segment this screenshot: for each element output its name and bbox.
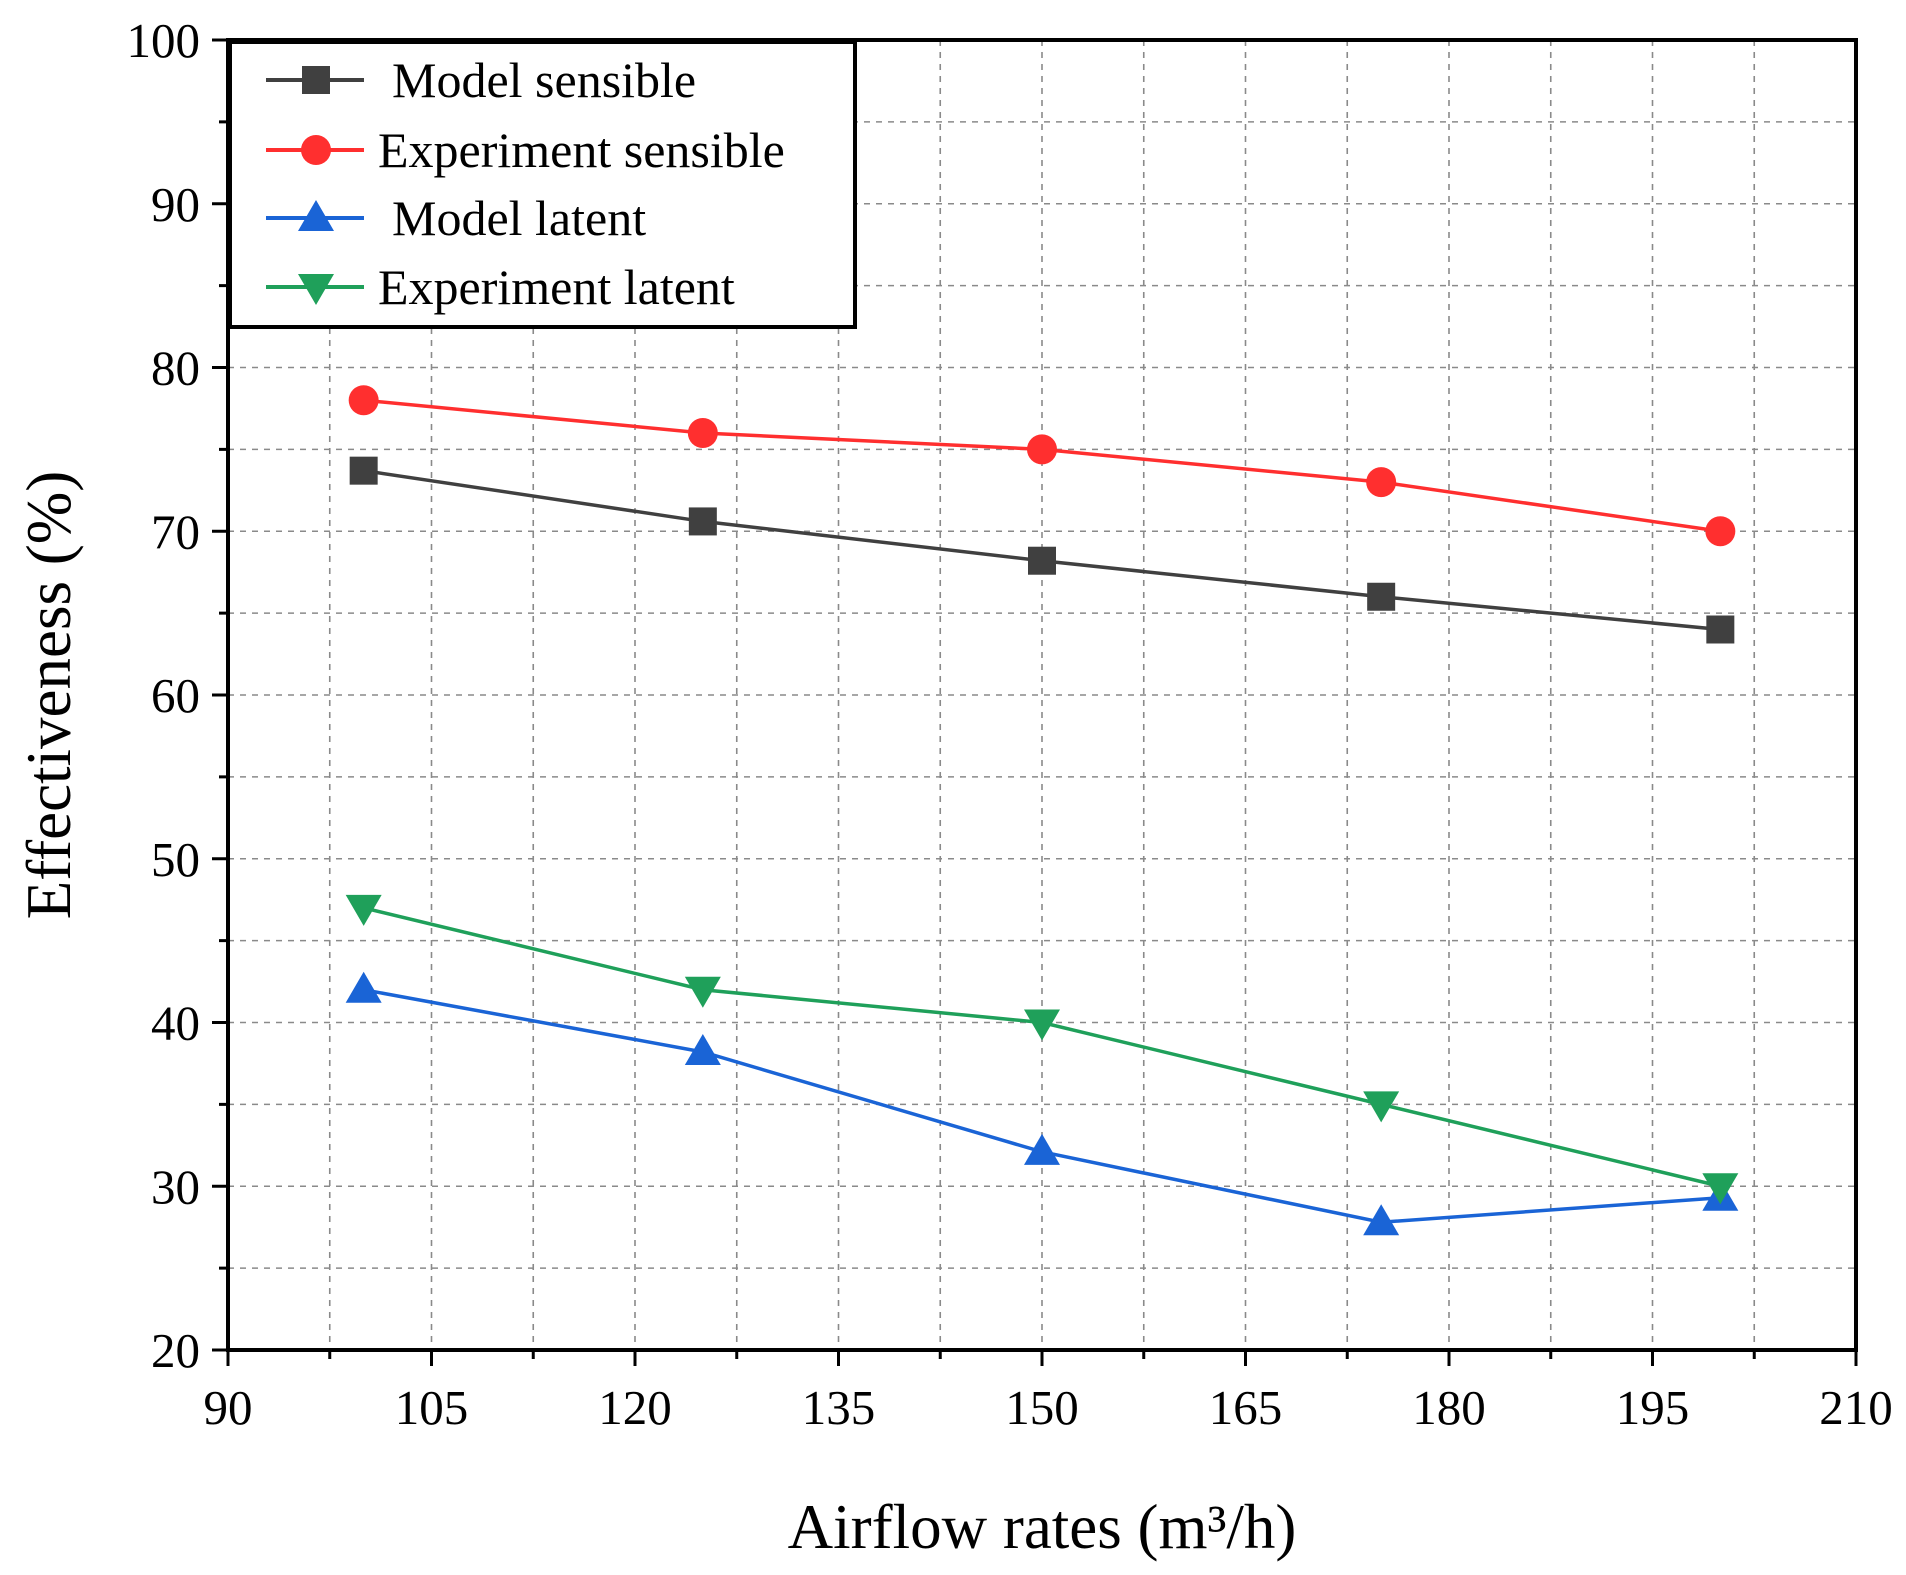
y-tick-label: 70	[151, 504, 200, 559]
legend-box	[228, 40, 857, 329]
data-point-model-latent	[1024, 1133, 1060, 1165]
y-tick-label: 80	[151, 341, 200, 396]
tick-labels: 90 105 120 135 150 165 180 195 210 20 30 40 50 60 70 80…	[127, 13, 1893, 1435]
data-point-experiment-latent	[684, 976, 721, 1008]
x-tick-label: 135	[802, 1380, 876, 1435]
data-point-model-sensible	[349, 456, 378, 485]
legend-marker-experiment-sensible	[301, 135, 331, 165]
data-point-model-sensible	[1367, 582, 1396, 611]
legend-label-experiment-latent: Experiment latent	[378, 259, 735, 315]
x-tick-label: 105	[395, 1380, 469, 1435]
y-tick-label: 50	[151, 832, 200, 887]
x-tick-label: 90	[204, 1380, 253, 1435]
series-layer	[345, 385, 1739, 1236]
x-tick-label: 150	[1005, 1380, 1079, 1435]
data-point-experiment-sensible	[687, 418, 718, 448]
data-point-experiment-latent	[1363, 1091, 1400, 1123]
legend-marker-model-latent	[298, 200, 334, 231]
x-tick-label: 195	[1616, 1380, 1690, 1435]
y-axis-title: Effectiveness (%)	[14, 471, 84, 919]
data-point-experiment-sensible	[1027, 434, 1057, 465]
y-tick-label: 40	[151, 996, 200, 1051]
legend-marker-model-sensible	[302, 66, 330, 94]
series-experiment-latent	[345, 894, 1739, 1205]
y-tick-label: 100	[127, 13, 201, 68]
data-point-experiment-sensible	[1705, 516, 1736, 547]
data-point-model-sensible	[1028, 546, 1056, 575]
x-tick-label: 180	[1412, 1380, 1486, 1435]
series-model-latent	[345, 971, 1739, 1236]
y-tick-label: 30	[151, 1159, 200, 1214]
data-point-model-sensible	[1706, 615, 1735, 644]
x-tick-label: 210	[1819, 1380, 1893, 1435]
data-point-model-latent	[1363, 1204, 1400, 1236]
data-point-model-latent	[684, 1033, 721, 1065]
x-tick-label: 165	[1209, 1380, 1283, 1435]
y-tick-label: 90	[151, 177, 200, 232]
y-tick-label: 20	[151, 1323, 200, 1378]
data-point-experiment-sensible	[348, 385, 379, 416]
x-axis-title: Airflow rates (m³/h)	[788, 1492, 1297, 1562]
data-point-experiment-latent	[1024, 1009, 1060, 1041]
y-tick-label: 60	[151, 668, 200, 723]
data-point-experiment-latent	[1702, 1173, 1739, 1205]
series-model-sensible	[349, 456, 1735, 644]
data-point-model-sensible	[688, 507, 717, 536]
x-tick-label: 120	[598, 1380, 672, 1435]
legend: Model sensible Experiment sensible Model l…	[228, 40, 857, 329]
legend-label-experiment-sensible: Experiment sensible	[378, 122, 785, 178]
data-point-model-latent	[345, 971, 382, 1003]
data-point-experiment-sensible	[1366, 467, 1397, 498]
axis-ticks	[212, 38, 1858, 1366]
series-experiment-sensible	[348, 385, 1736, 547]
data-point-experiment-latent	[345, 894, 382, 926]
legend-label-model-latent: Model latent	[392, 190, 646, 246]
legend-marker-experiment-latent	[298, 274, 334, 305]
legend-label-model-sensible: Model sensible	[392, 52, 696, 108]
